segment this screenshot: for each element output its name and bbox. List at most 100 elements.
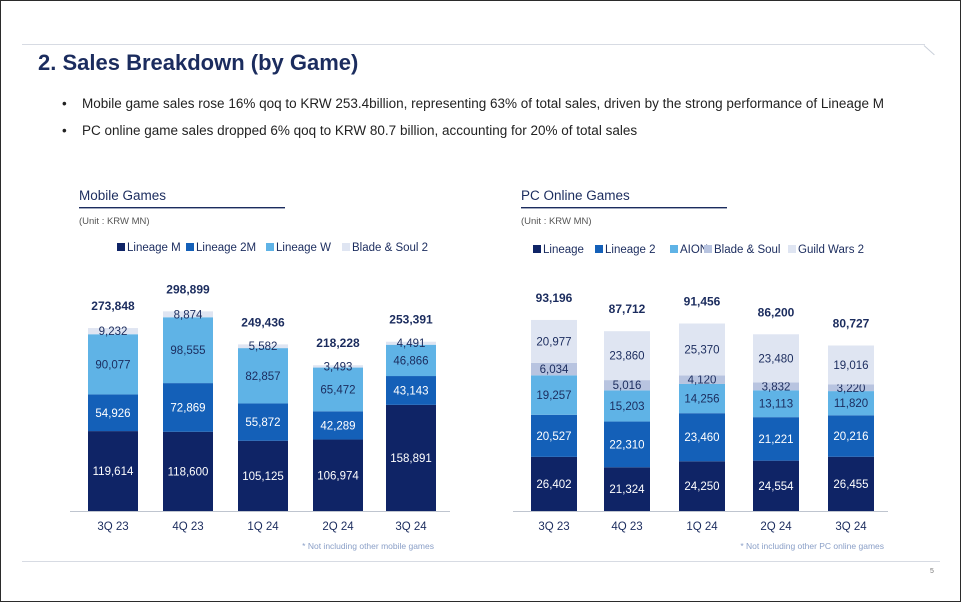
mobile-legend-swatch-2	[266, 243, 274, 251]
page-number: 5	[930, 568, 934, 575]
pc-value-label-4-0: 20,977	[536, 336, 571, 348]
pc-bar-4-4	[828, 345, 874, 385]
mobile-legend-label-0: Lineage M	[127, 242, 181, 254]
pc-value-label-1-3: 21,221	[758, 434, 793, 446]
pc-value-label-2-3: 13,113	[759, 399, 793, 411]
pc-value-label-0-4: 26,455	[833, 479, 868, 491]
mobile-unit-label: (Unit : KRW MN)	[79, 216, 150, 227]
pc-value-label-1-4: 20,216	[833, 431, 868, 443]
mobile-bar-1-0	[88, 394, 138, 432]
mobile-value-label-2-3: 65,472	[320, 384, 355, 396]
mobile-category-label-1: 4Q 23	[172, 521, 203, 533]
pc-bar-1-0	[531, 414, 577, 457]
pc-legend-label-0: Lineage	[543, 244, 584, 256]
pc-bar-1-1	[604, 421, 650, 468]
pc-bar-0-1	[604, 467, 650, 511]
pc-value-label-3-0: 6,034	[540, 364, 569, 376]
mobile-value-label-2-4: 46,866	[393, 355, 428, 367]
pc-value-label-2-4: 11,820	[834, 398, 868, 410]
pc-value-label-4-2: 25,370	[684, 345, 719, 357]
pc-title-underline	[521, 207, 727, 209]
pc-value-label-0-1: 21,324	[609, 484, 645, 496]
footer-divider	[22, 561, 940, 562]
mobile-category-label-2: 1Q 24	[247, 521, 279, 533]
pc-legend-label-1: Lineage 2	[605, 244, 656, 256]
pc-category-label-4: 3Q 24	[835, 521, 867, 533]
pc-bar-2-1	[604, 390, 650, 422]
pc-total-label-4: 80,727	[833, 317, 870, 331]
mobile-legend-label-3: Blade & Soul 2	[352, 242, 428, 254]
pc-footnote: * Not including other PC online games	[740, 541, 884, 551]
mobile-category-label-4: 3Q 24	[395, 521, 427, 533]
pc-value-label-0-3: 24,554	[758, 481, 794, 493]
mobile-total-label-3: 218,228	[316, 336, 360, 350]
pc-value-label-3-2: 4,120	[688, 375, 717, 387]
mobile-total-label-2: 249,436	[241, 315, 285, 329]
mobile-value-label-0-3: 106,974	[317, 470, 359, 482]
mobile-total-label-4: 253,391	[389, 313, 433, 327]
mobile-value-label-0-1: 118,600	[168, 466, 209, 478]
mobile-value-label-1-3: 42,289	[320, 420, 355, 432]
bullet-pc: PC online game sales dropped 6% qoq to K…	[62, 117, 884, 144]
mobile-value-label-2-0: 90,077	[95, 359, 130, 371]
pc-value-label-2-1: 15,203	[609, 401, 644, 413]
pc-legend-swatch-3	[704, 245, 712, 253]
pc-total-label-0: 93,196	[536, 291, 573, 305]
mobile-chart-title: Mobile Games	[79, 188, 166, 203]
mobile-value-label-3-1: 8,874	[174, 309, 203, 321]
mobile-legend-label-2: Lineage W	[276, 242, 331, 254]
pc-legend-label-4: Guild Wars 2	[798, 244, 864, 256]
bullet-mobile: Mobile game sales rose 16% qoq to KRW 25…	[62, 90, 884, 117]
mobile-value-label-0-0: 119,614	[93, 466, 134, 478]
pc-bar-4-1	[604, 331, 650, 381]
mobile-bar-0-1	[163, 431, 213, 511]
mobile-category-label-3: 2Q 24	[322, 521, 354, 533]
pc-bar-3-4	[828, 384, 874, 392]
header-divider	[22, 44, 925, 45]
pc-bar-1-3	[753, 417, 799, 461]
mobile-bar-1-1	[163, 383, 213, 432]
mobile-value-label-1-1: 72,869	[170, 402, 205, 414]
mobile-value-label-3-3: 3,493	[324, 361, 353, 373]
mobile-bar-3-2	[238, 344, 288, 349]
mobile-legend-label-1: Lineage 2M	[196, 242, 256, 254]
mobile-value-label-3-2: 5,582	[249, 341, 278, 353]
pc-value-label-4-4: 19,016	[833, 360, 868, 372]
mobile-bar-1-3	[313, 411, 363, 440]
mobile-value-label-3-0: 9,232	[99, 326, 128, 338]
pc-legend-label-2: AION	[680, 244, 708, 256]
pc-legend-label-3: Blade & Soul	[714, 244, 781, 256]
pc-bar-1-2	[679, 413, 725, 462]
pc-bar-3-2	[679, 375, 725, 384]
pc-value-label-3-1: 5,016	[613, 380, 642, 392]
pc-bar-0-4	[828, 456, 874, 511]
mobile-bar-3-1	[163, 311, 213, 318]
pc-total-label-2: 91,456	[684, 295, 721, 309]
mobile-total-label-1: 298,899	[166, 282, 210, 296]
mobile-total-label-0: 273,848	[91, 299, 135, 313]
pc-chart-title: PC Online Games	[521, 188, 630, 203]
pc-bar-3-0	[531, 362, 577, 376]
pc-unit-label: (Unit : KRW MN)	[521, 216, 592, 227]
mobile-bar-0-3	[313, 439, 363, 511]
pc-bar-4-2	[679, 323, 725, 376]
mobile-value-label-0-2: 105,125	[242, 471, 284, 483]
pc-value-label-3-3: 3,832	[762, 381, 791, 393]
pc-value-label-2-2: 14,256	[684, 394, 719, 406]
pc-value-label-4-1: 23,860	[609, 351, 644, 363]
pc-total-label-3: 86,200	[758, 305, 795, 319]
mobile-bar-2-3	[313, 367, 363, 412]
mobile-value-label-2-1: 98,555	[170, 345, 205, 357]
pc-bar-0-3	[753, 460, 799, 511]
pc-bar-2-2	[679, 383, 725, 414]
pc-value-label-1-1: 22,310	[609, 439, 644, 451]
pc-value-label-0-0: 26,402	[536, 479, 571, 491]
mobile-value-label-1-0: 54,926	[95, 408, 130, 420]
pc-value-label-2-0: 19,257	[536, 390, 571, 402]
pc-legend-swatch-2	[670, 245, 678, 253]
mobile-footnote: * Not including other mobile games	[302, 541, 434, 551]
mobile-bar-0-2	[238, 440, 288, 511]
mobile-bar-1-2	[238, 403, 288, 441]
